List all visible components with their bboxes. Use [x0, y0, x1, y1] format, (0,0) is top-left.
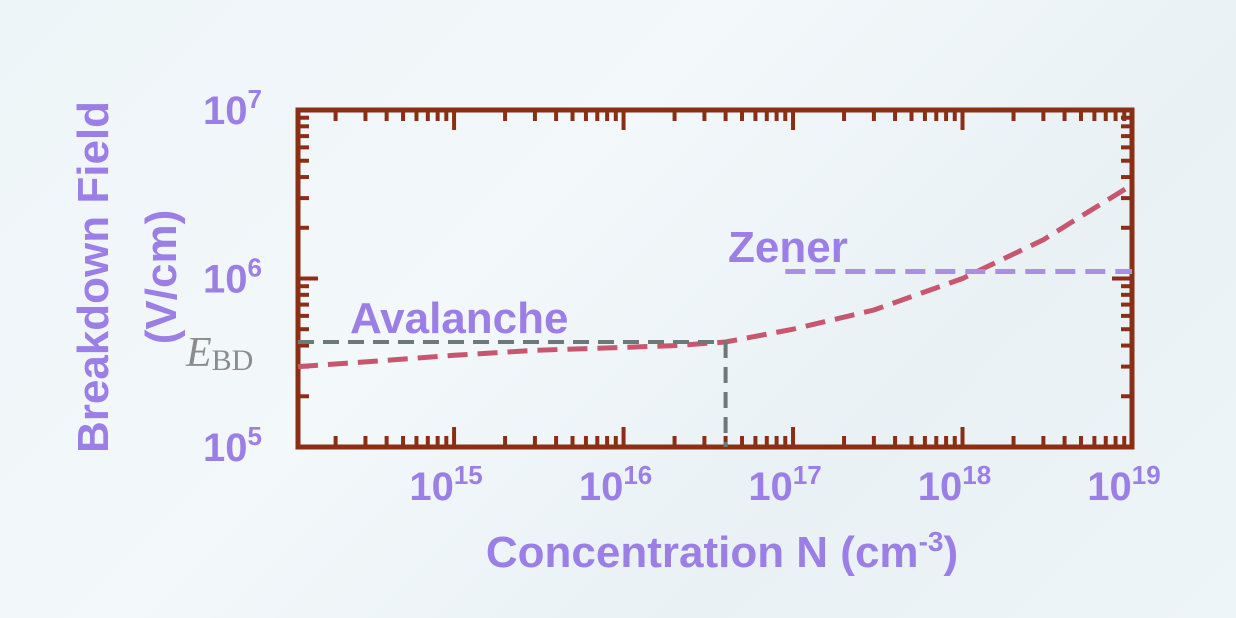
- y-tick-label-exponent: 6: [248, 253, 262, 283]
- zener-label: Zener: [728, 223, 848, 272]
- x-tick-label-exponent: 16: [623, 460, 652, 490]
- y-axis-label-line2: (V/cm): [137, 210, 186, 344]
- y-tick-label-base: 10: [203, 89, 248, 133]
- y-tick-label-exponent: 7: [248, 84, 262, 114]
- ebd-symbol: E: [185, 330, 212, 376]
- tick-marks: [298, 108, 1134, 449]
- x-tick-label-exponent: 17: [793, 460, 822, 490]
- y-tick-label: 107: [203, 84, 262, 133]
- x-tick-label-exponent: 19: [1132, 460, 1161, 490]
- x-tick-label: 1017: [748, 460, 821, 509]
- ebd-guide-lines: [298, 339, 728, 447]
- x-tick-label-base: 10: [1087, 465, 1132, 509]
- x-axis-label-suffix: ): [943, 528, 958, 577]
- x-tick-label-base: 10: [409, 465, 454, 509]
- y-tick-label-exponent: 5: [248, 421, 262, 451]
- y-tick-label-base: 10: [203, 258, 248, 302]
- x-tick-label: 1018: [918, 460, 991, 509]
- ebd-label: EBD: [185, 330, 253, 377]
- y-tick-label-base: 10: [203, 426, 248, 470]
- ebd-subscript: BD: [212, 344, 254, 377]
- x-tick-label: 1019: [1087, 460, 1160, 509]
- x-axis-label-main: Concentration N (cm: [486, 528, 919, 577]
- x-tick-label-base: 10: [918, 465, 963, 509]
- x-tick-label-exponent: 18: [962, 460, 991, 490]
- x-tick-label-base: 10: [748, 465, 793, 509]
- y-tick-label: 105: [203, 421, 262, 470]
- x-axis-label-superscript: -3: [919, 526, 944, 557]
- y-axis-label-line1: Breakdown Field: [69, 101, 118, 453]
- plot-frame: [295, 107, 1135, 450]
- x-tick-label: 1016: [579, 460, 652, 509]
- x-tick-label-exponent: 15: [454, 460, 483, 490]
- y-tick-label: 106: [203, 253, 262, 302]
- x-tick-label-base: 10: [579, 465, 624, 509]
- x-axis-label: Concentration N (cm-3): [486, 526, 958, 577]
- x-tick-label: 1015: [409, 460, 482, 509]
- avalanche-label: Avalanche: [350, 294, 568, 343]
